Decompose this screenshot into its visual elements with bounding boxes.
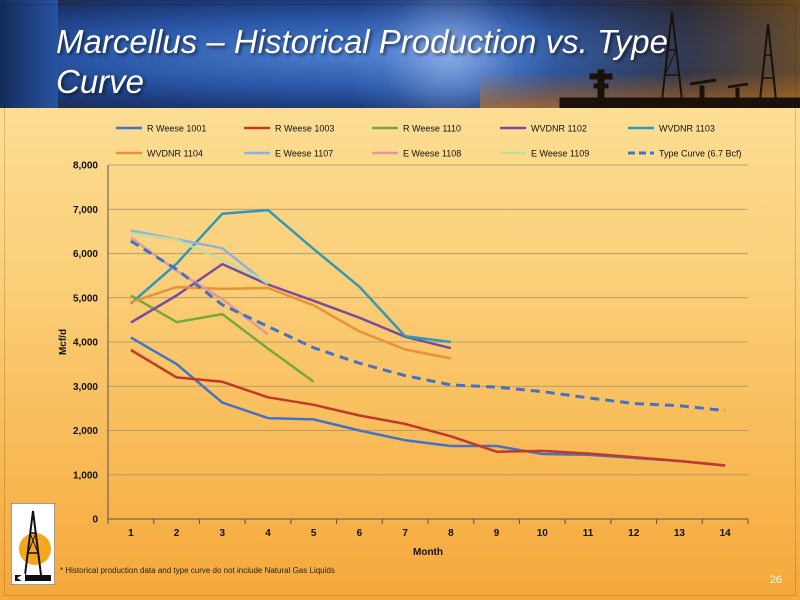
series-line bbox=[130, 229, 269, 286]
x-tick-label: 6 bbox=[357, 528, 363, 539]
y-tick-label: 1,000 bbox=[73, 470, 98, 481]
legend-label: WVDNR 1103 bbox=[659, 124, 715, 134]
legend-label: E Weese 1107 bbox=[275, 149, 333, 159]
legend-label: E Weese 1109 bbox=[531, 149, 589, 159]
legend-label: WVDNR 1104 bbox=[147, 149, 203, 159]
legend-label: E Weese 1108 bbox=[403, 149, 461, 159]
series-line bbox=[130, 348, 726, 467]
x-tick-label: 12 bbox=[628, 528, 640, 539]
x-tick-label: 7 bbox=[402, 528, 408, 539]
y-tick-label: 0 bbox=[92, 515, 98, 526]
y-tick-label: 3,000 bbox=[73, 382, 98, 393]
page-title: Marcellus – Historical Production vs. Ty… bbox=[56, 23, 668, 100]
y-tick-label: 5,000 bbox=[73, 293, 98, 304]
x-tick-label: 5 bbox=[311, 528, 317, 539]
y-tick-label: 2,000 bbox=[73, 426, 98, 437]
y-tick-label: 6,000 bbox=[73, 249, 98, 260]
x-tick-label: 11 bbox=[583, 528, 594, 539]
legend-label: R Weese 1003 bbox=[275, 124, 334, 134]
x-tick-label: 8 bbox=[448, 528, 454, 539]
company-logo bbox=[10, 502, 56, 586]
x-axis-title: Month bbox=[413, 547, 443, 558]
legend-label: WVDNR 1102 bbox=[531, 124, 587, 134]
x-tick-label: 13 bbox=[674, 528, 686, 539]
x-tick-label: 3 bbox=[220, 528, 226, 539]
series-line bbox=[130, 294, 315, 383]
y-tick-label: 7,000 bbox=[73, 205, 98, 216]
series-line bbox=[130, 208, 452, 344]
x-tick-label: 2 bbox=[174, 528, 180, 539]
series-line bbox=[130, 285, 452, 360]
legend-label: R Weese 1110 bbox=[403, 124, 461, 134]
footnote: * Historical production data and type cu… bbox=[60, 566, 335, 575]
series-line bbox=[130, 231, 269, 284]
y-tick-label: 4,000 bbox=[73, 338, 98, 349]
slide-number: 26 bbox=[769, 574, 782, 586]
series-line bbox=[130, 336, 726, 467]
x-tick-label: 9 bbox=[494, 528, 500, 539]
oilfield-silhouette-icon bbox=[559, 11, 800, 108]
title-banner: Marcellus – Historical Production vs. Ty… bbox=[0, 0, 800, 108]
y-axis-title: Mcf/d bbox=[58, 329, 69, 355]
series-line bbox=[130, 262, 452, 350]
x-tick-label: 1 bbox=[128, 528, 134, 539]
series-line bbox=[130, 239, 726, 413]
x-tick-label: 10 bbox=[537, 528, 549, 539]
legend-label: R Weese 1001 bbox=[147, 124, 206, 134]
legend-label: Type Curve (6.7 Bcf) bbox=[659, 149, 742, 159]
y-tick-label: 8,000 bbox=[73, 161, 98, 172]
x-tick-label: 14 bbox=[720, 528, 732, 539]
x-tick-label: 4 bbox=[265, 528, 271, 539]
